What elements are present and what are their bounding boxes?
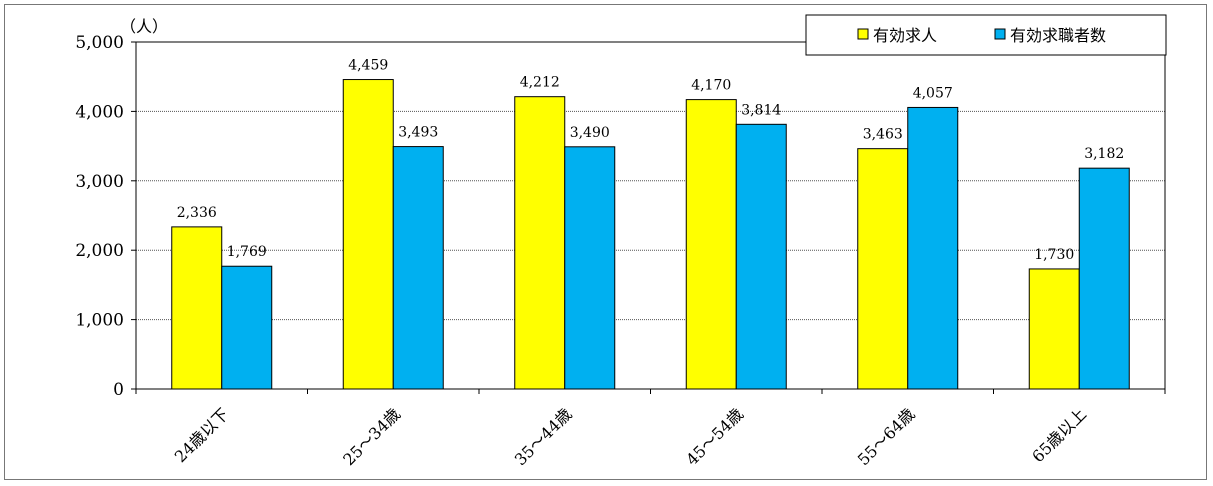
y-tick-label: 4,000 bbox=[75, 102, 124, 122]
data-label: 4,170 bbox=[691, 78, 731, 94]
y-tick-label: 2,000 bbox=[75, 241, 124, 261]
gridlines bbox=[136, 110, 1165, 321]
legend-label: 有効求職者数 bbox=[1010, 26, 1106, 45]
bar-job-openings bbox=[1028, 268, 1080, 390]
bar-job-seekers bbox=[907, 106, 959, 390]
bar-job-seekers bbox=[564, 146, 616, 390]
data-label: 3,182 bbox=[1084, 146, 1124, 162]
bar-job-openings bbox=[514, 96, 566, 390]
data-label: 3,493 bbox=[398, 125, 438, 141]
value-labels: 2,336 1,769 4,459 3,493 4,212 3,490 4,170 3,814… bbox=[177, 58, 1125, 263]
legend-swatch bbox=[857, 28, 869, 40]
data-label: 3,814 bbox=[741, 102, 781, 118]
data-label: 1,769 bbox=[227, 244, 267, 260]
bar-job-openings bbox=[171, 226, 223, 390]
x-tick-label: 45～54歳 bbox=[682, 404, 747, 469]
x-tick-label: 35～44歳 bbox=[511, 404, 576, 469]
y-tick-label: 3,000 bbox=[75, 172, 124, 192]
y-axis-unit-label: （人） bbox=[120, 17, 168, 36]
legend-swatch bbox=[994, 28, 1006, 40]
bar-job-seekers bbox=[221, 265, 273, 390]
data-label: 3,463 bbox=[863, 127, 903, 143]
y-tick-label: 5,000 bbox=[75, 33, 124, 53]
data-label: 1,730 bbox=[1034, 247, 1074, 263]
bar-job-seekers bbox=[1078, 167, 1130, 390]
bar-job-seekers bbox=[735, 123, 787, 390]
bars bbox=[171, 79, 1130, 390]
y-tick-label: 1,000 bbox=[75, 311, 124, 331]
data-label: 3,490 bbox=[570, 125, 610, 141]
bar-job-openings bbox=[342, 79, 394, 390]
x-tick-label: 55～64歳 bbox=[854, 404, 919, 469]
y-tick-label: 0 bbox=[113, 380, 124, 400]
x-tick-label: 65歳以上 bbox=[1028, 404, 1090, 466]
data-label: 4,459 bbox=[348, 58, 388, 74]
x-tick-label: 24歳以下 bbox=[171, 404, 233, 466]
x-tick-label: 25～34歳 bbox=[339, 404, 404, 469]
x-tick-labels: 24歳以下 25～34歳 35～44歳 45～54歳 55～64歳 65歳以上 bbox=[171, 404, 1090, 469]
bar-job-openings bbox=[685, 99, 737, 390]
legend: 有効求人 有効求職者数 bbox=[805, 14, 1167, 56]
bar-job-openings bbox=[857, 148, 909, 390]
bar-job-seekers bbox=[392, 146, 444, 390]
legend-label: 有効求人 bbox=[873, 26, 937, 45]
axes bbox=[131, 41, 1166, 394]
data-label: 4,212 bbox=[520, 75, 560, 91]
data-label: 2,336 bbox=[177, 205, 217, 221]
y-tick-labels: 0 1,000 2,000 3,000 4,000 5,000 bbox=[75, 33, 124, 400]
data-label: 4,057 bbox=[913, 85, 953, 101]
